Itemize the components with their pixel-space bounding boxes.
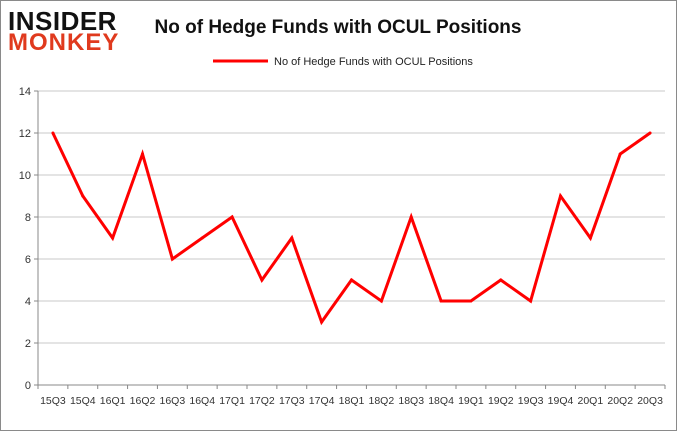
x-tick-label: 15Q4 xyxy=(70,395,96,407)
x-tick-label: 19Q1 xyxy=(458,395,484,407)
data-point xyxy=(230,215,234,219)
data-point xyxy=(559,194,562,198)
y-tick-label: 12 xyxy=(19,128,31,140)
data-point xyxy=(320,320,324,324)
x-tick-label: 19Q3 xyxy=(518,395,544,407)
x-tick-label: 20Q2 xyxy=(607,395,633,407)
legend-label: No of Hedge Funds with OCUL Positions xyxy=(274,56,473,68)
series-layer xyxy=(51,131,652,326)
x-tick-label: 17Q4 xyxy=(309,395,335,407)
data-point xyxy=(111,236,115,240)
data-point xyxy=(260,278,264,282)
x-tick-label: 19Q4 xyxy=(548,395,574,407)
x-tick-label: 17Q2 xyxy=(249,395,275,407)
data-point xyxy=(409,215,413,219)
gridlines xyxy=(38,90,665,344)
data-point xyxy=(379,299,383,303)
x-tick-label: 16Q4 xyxy=(189,395,215,407)
data-point xyxy=(170,257,174,261)
y-tick-label: 10 xyxy=(19,170,31,182)
data-point xyxy=(350,278,353,282)
x-tick-label: 18Q3 xyxy=(398,395,424,407)
series-line-0 xyxy=(51,131,651,326)
data-point xyxy=(588,236,592,240)
x-tick-label: 18Q4 xyxy=(428,395,454,407)
data-point xyxy=(290,236,294,240)
x-tick-labels: 15Q3 15Q4 16Q1 16Q2 16Q3 16Q4 17Q1 17Q2 17Q3 17Q4… xyxy=(40,395,663,407)
x-tick-label: 18Q1 xyxy=(339,395,365,407)
data-point xyxy=(200,236,204,240)
x-tick-label: 18Q2 xyxy=(369,395,395,407)
x-tick-label: 20Q3 xyxy=(637,395,663,407)
y-tick-label: 2 xyxy=(25,338,31,350)
y-tick-label: 0 xyxy=(25,380,31,392)
data-point xyxy=(618,152,622,156)
x-tick-label: 20Q1 xyxy=(578,395,604,407)
x-tick-label: 17Q1 xyxy=(219,395,245,407)
x-tick-label: 19Q2 xyxy=(488,395,514,407)
axes xyxy=(34,90,666,389)
data-point xyxy=(439,299,443,303)
y-tick-label: 8 xyxy=(25,212,31,224)
data-point xyxy=(648,131,652,135)
x-tick-label: 15Q3 xyxy=(40,395,66,407)
logo-line2: MONKEY xyxy=(8,29,119,56)
chart-title: No of Hedge Funds with OCUL Positions xyxy=(155,17,522,38)
legend: No of Hedge Funds with OCUL Positions xyxy=(213,56,473,68)
data-point xyxy=(81,194,85,198)
data-point xyxy=(51,131,55,135)
x-tick-label: 16Q2 xyxy=(130,395,156,407)
logo-line1: INSIDER xyxy=(8,6,117,36)
y-tick-labels: 0 2 4 6 8 10 12 14 xyxy=(19,86,31,392)
y-tick-label: 4 xyxy=(25,296,31,308)
insider-monkey-logo: INSIDER MONKEY xyxy=(8,6,119,56)
data-point xyxy=(499,278,503,282)
y-tick-label: 14 xyxy=(19,86,31,98)
x-tick-label: 17Q3 xyxy=(279,395,305,407)
data-point xyxy=(469,299,473,303)
x-tick-label: 16Q3 xyxy=(160,395,186,407)
y-tick-label: 6 xyxy=(25,254,31,266)
data-point xyxy=(529,299,533,303)
x-tick-label: 16Q1 xyxy=(100,395,126,407)
data-point xyxy=(141,152,144,156)
